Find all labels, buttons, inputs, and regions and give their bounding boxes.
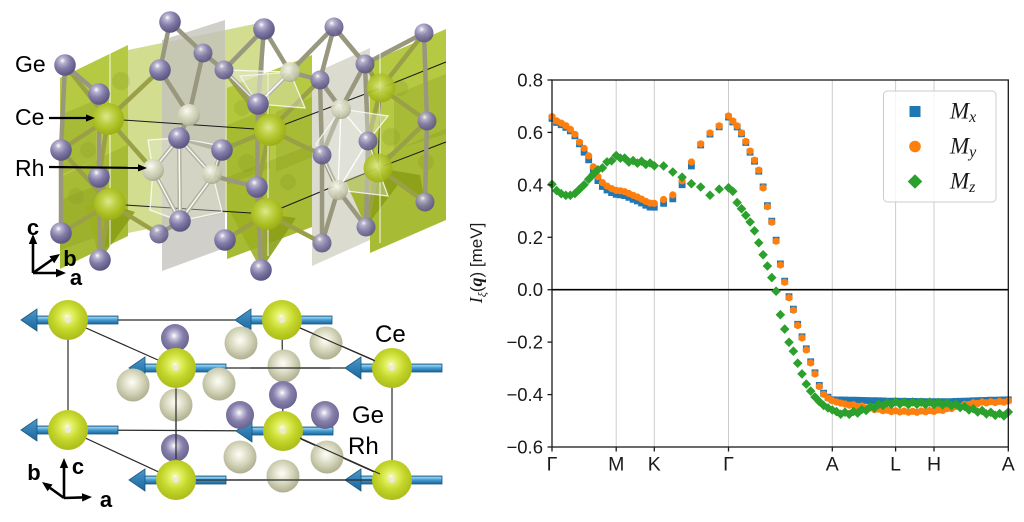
svg-text:Ge: Ge xyxy=(352,402,384,429)
svg-text:0.2: 0.2 xyxy=(517,227,543,248)
svg-text:Ge: Ge xyxy=(15,51,46,77)
svg-text:0.8: 0.8 xyxy=(517,70,543,91)
svg-text:Rh: Rh xyxy=(15,155,44,181)
svg-text:0.0: 0.0 xyxy=(517,279,543,300)
svg-text:A: A xyxy=(826,454,839,476)
svg-text:a: a xyxy=(100,487,113,512)
svg-text:−0.2: −0.2 xyxy=(506,332,543,353)
svg-text:Ce: Ce xyxy=(375,321,406,348)
svg-text:K: K xyxy=(648,454,661,476)
svg-text:A: A xyxy=(1002,454,1015,476)
svg-text:L: L xyxy=(890,454,901,476)
svg-text:Γ: Γ xyxy=(723,454,734,476)
svg-text:a: a xyxy=(70,265,83,290)
svg-text:0.4: 0.4 xyxy=(517,174,543,195)
svg-text:Γ: Γ xyxy=(547,454,558,476)
svg-text:H: H xyxy=(927,454,941,476)
svg-text:c: c xyxy=(72,454,84,479)
svg-text:−0.4: −0.4 xyxy=(506,384,543,405)
svg-text:Iξ(q) [meV]: Iξ(q) [meV] xyxy=(466,223,489,305)
svg-text:0.6: 0.6 xyxy=(517,122,543,143)
svg-text:c: c xyxy=(27,215,39,240)
svg-text:−0.6: −0.6 xyxy=(506,437,543,458)
svg-text:b: b xyxy=(27,460,40,485)
svg-text:Ce: Ce xyxy=(15,104,44,130)
svg-text:b: b xyxy=(63,246,76,271)
svg-text:M: M xyxy=(608,454,624,476)
svg-text:Rh: Rh xyxy=(348,433,379,460)
